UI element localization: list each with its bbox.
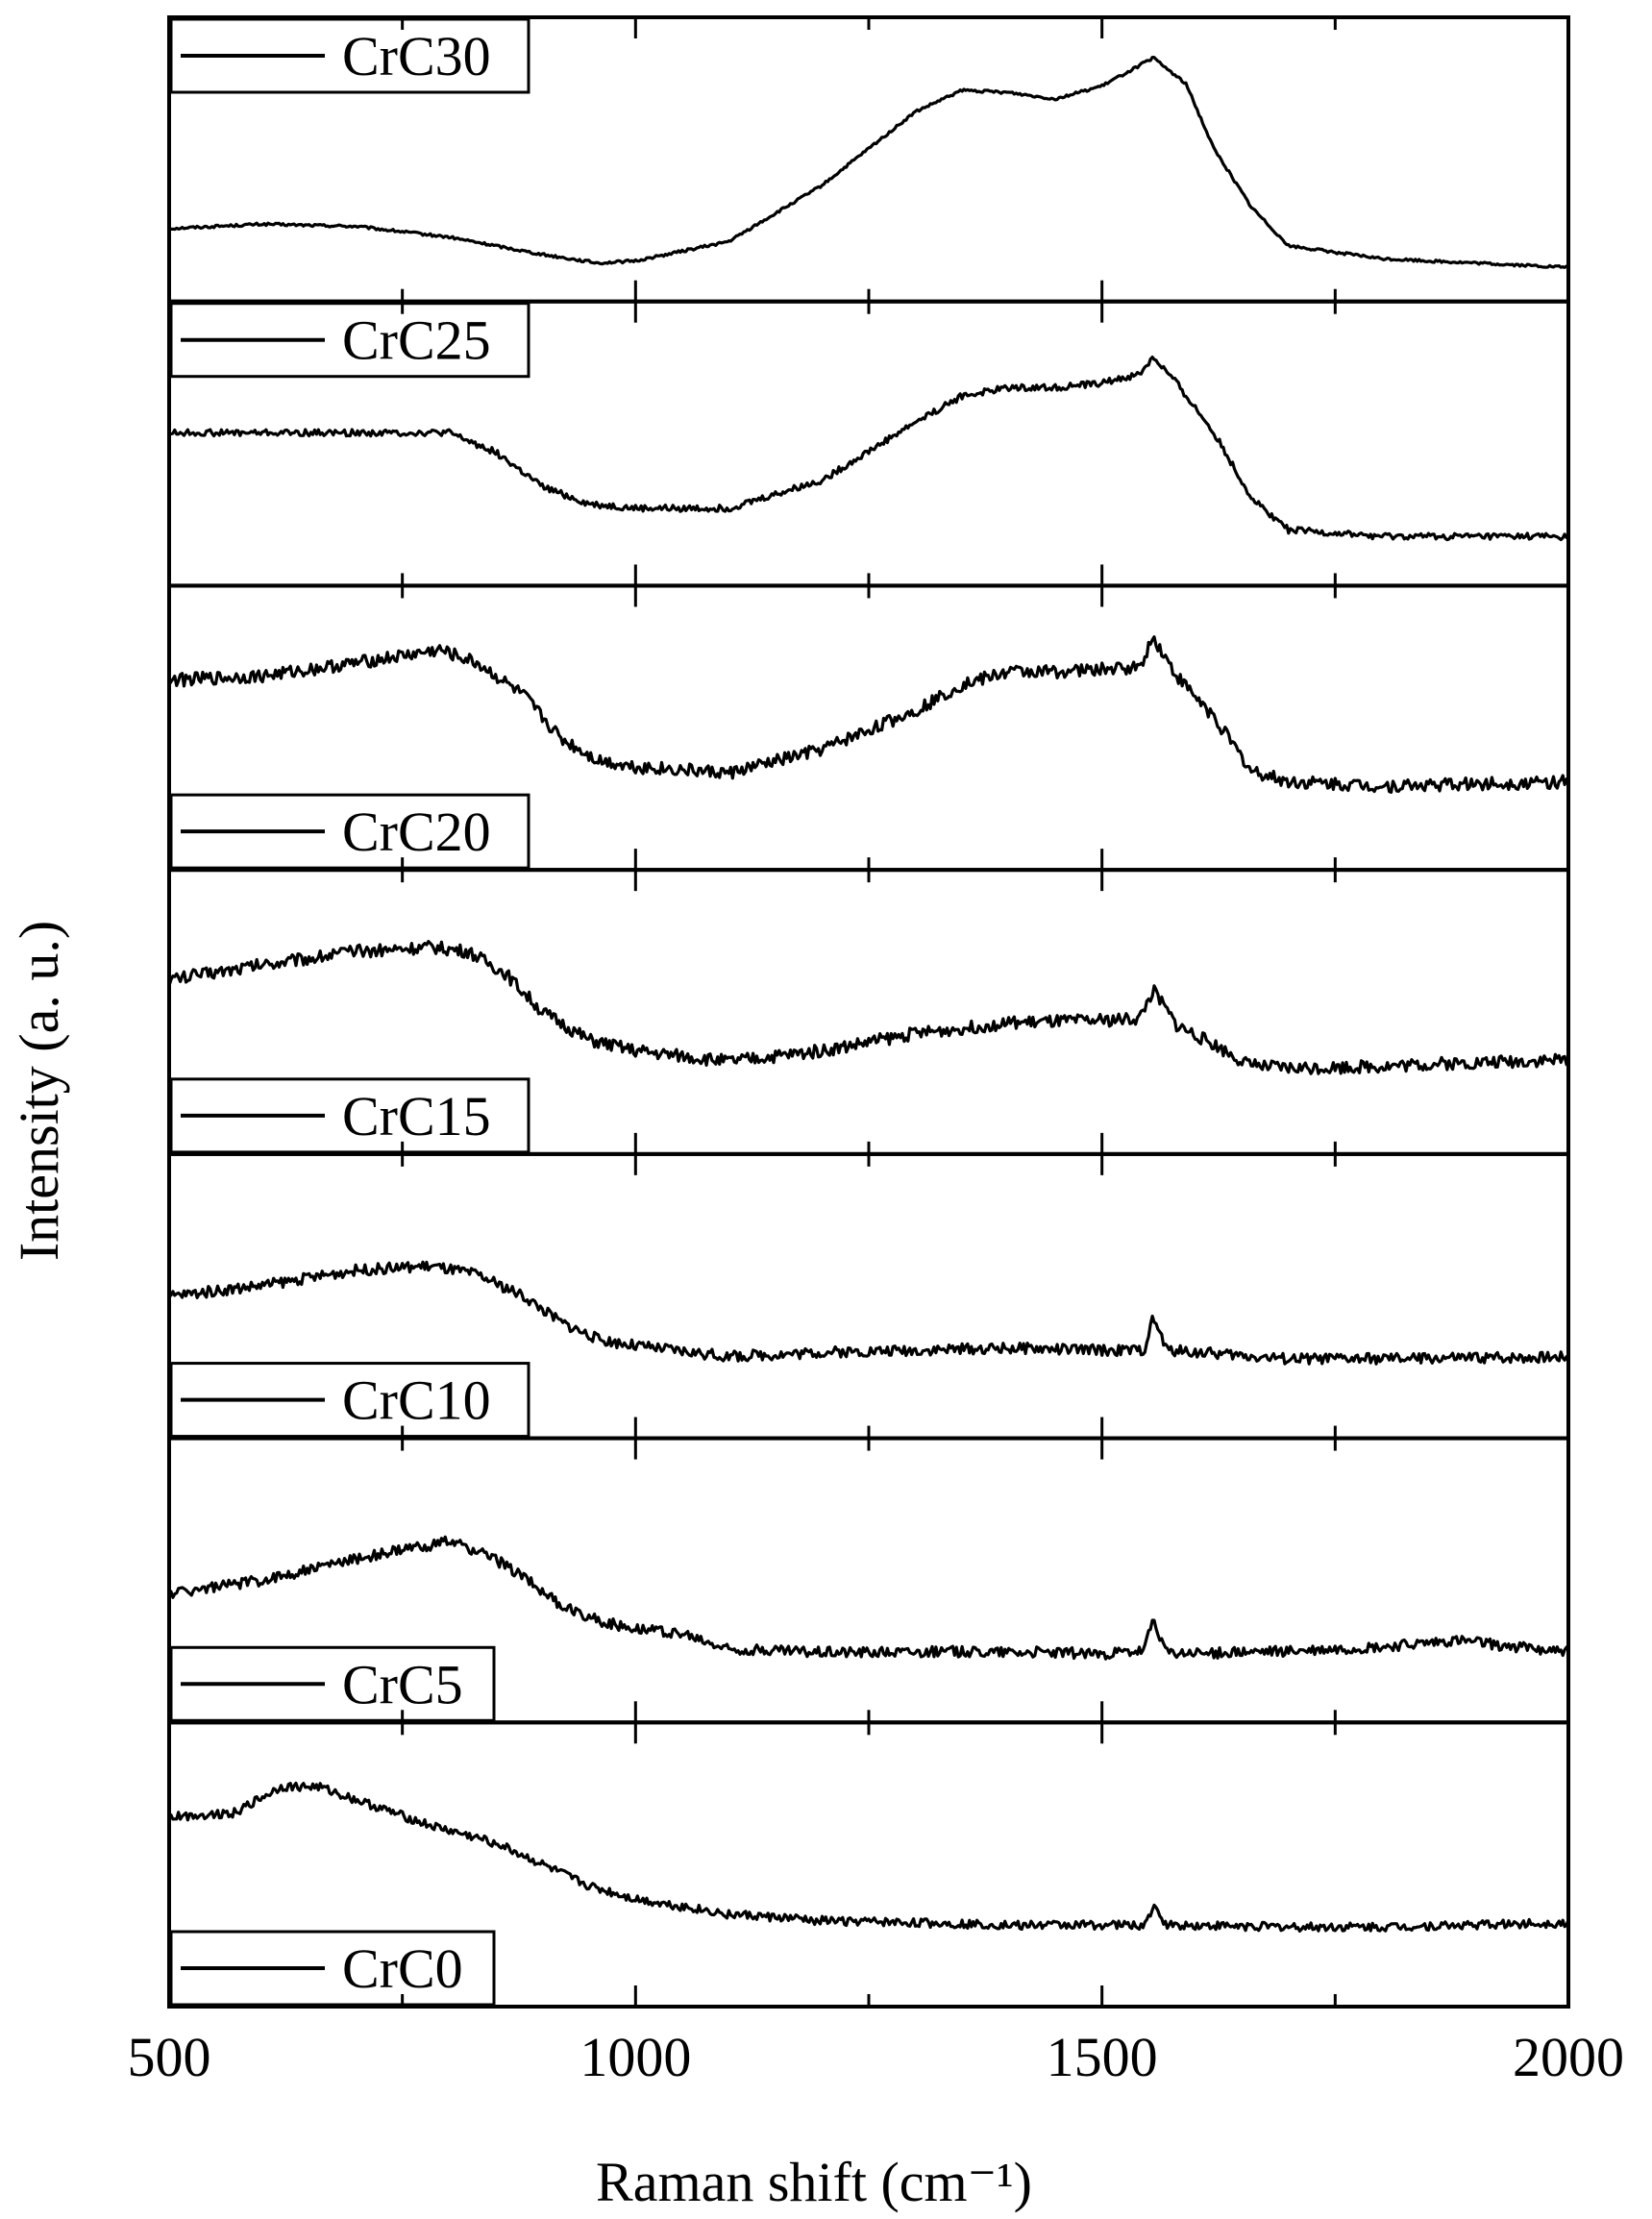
x-axis-label: Raman shift (cm⁻¹) — [596, 2151, 1032, 2213]
series-line-crc25 — [168, 356, 1569, 542]
panel-crc0: CrC0 — [167, 1720, 1570, 2009]
x-tick-label-2000: 2000 — [1513, 2026, 1624, 2088]
legend-label-crc25: CrC25 — [342, 309, 491, 372]
legend-label-crc20: CrC20 — [342, 801, 491, 863]
panel-crc5: CrC5 — [167, 1436, 1570, 1725]
panels-group: CrC30 CrC25 CrC20 CrC15 CrC10 CrC5 CrC0 — [167, 15, 1570, 2009]
legend-box-crc30 — [169, 17, 530, 94]
legend-label-crc15: CrC15 — [342, 1085, 491, 1147]
panel-crc20: CrC20 — [167, 583, 1570, 873]
series-line-crc5 — [168, 1535, 1570, 1661]
legend-label-crc5: CrC5 — [342, 1653, 463, 1715]
series-line-crc0 — [168, 1781, 1570, 1933]
panel-crc10: CrC10 — [167, 1151, 1570, 1441]
panel-crc30: CrC30 — [167, 15, 1570, 304]
series-line-crc15 — [167, 940, 1569, 1075]
x-tick-label-1500: 1500 — [1047, 2026, 1158, 2088]
x-tick-label-500: 500 — [128, 2026, 211, 2088]
panel-crc25: CrC25 — [167, 299, 1570, 588]
series-line-crc10 — [167, 1260, 1570, 1366]
series-line-crc20 — [167, 635, 1569, 794]
legend-box-crc20 — [169, 793, 530, 870]
x-axis-ticks: 500 1000 1500 2000 — [128, 2026, 1625, 2088]
panel-crc15: CrC15 — [167, 868, 1570, 1156]
series-line-crc30 — [168, 56, 1570, 270]
y-axis-label: Intensity (a. u.) — [8, 921, 70, 1261]
legend-label-crc0: CrC0 — [342, 1937, 463, 2000]
legend-label-crc30: CrC30 — [342, 25, 491, 87]
x-tick-label-1000: 1000 — [579, 2026, 691, 2088]
legend-label-crc10: CrC10 — [342, 1369, 491, 1432]
